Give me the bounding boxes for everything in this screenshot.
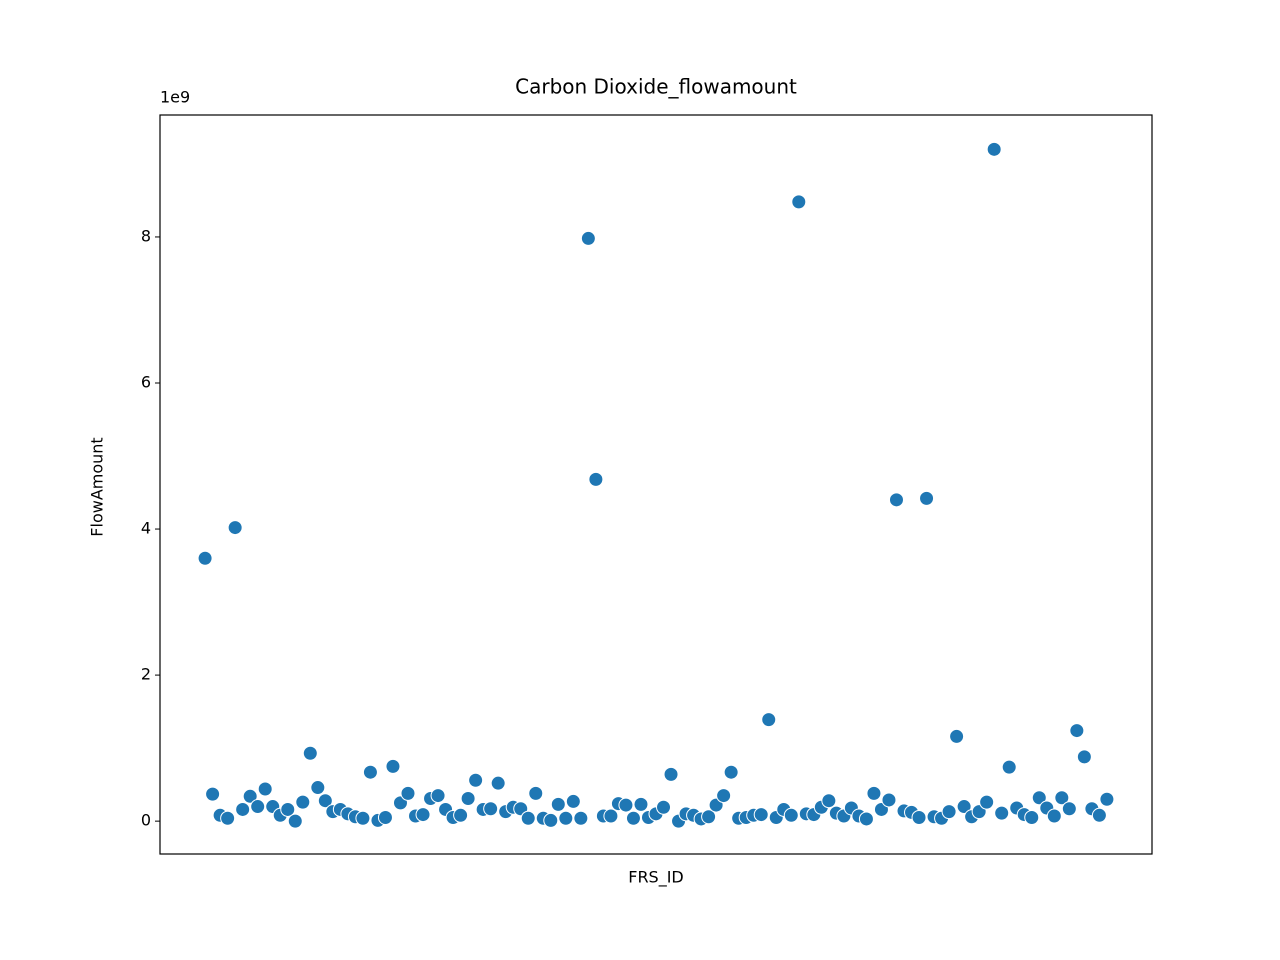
point — [242, 788, 258, 804]
point — [625, 810, 641, 826]
point — [227, 520, 243, 536]
point — [949, 728, 965, 744]
point — [1076, 749, 1092, 765]
y-tick-label: 6 — [141, 372, 151, 391]
point — [355, 810, 371, 826]
point — [1054, 790, 1070, 806]
point — [716, 788, 732, 804]
point — [603, 808, 619, 824]
point — [1069, 723, 1085, 739]
point — [197, 550, 213, 566]
point — [866, 785, 882, 801]
point — [1091, 807, 1107, 823]
point — [1001, 759, 1017, 775]
point — [633, 796, 649, 812]
point — [250, 799, 266, 815]
point — [701, 809, 717, 825]
point — [881, 792, 897, 808]
point — [317, 793, 333, 809]
point — [821, 793, 837, 809]
chart-title: Carbon Dioxide_flowamount — [515, 75, 797, 99]
point — [220, 810, 236, 826]
point — [941, 804, 957, 820]
point — [287, 813, 303, 829]
point — [205, 786, 221, 802]
point — [753, 807, 769, 823]
plot-area — [197, 141, 1115, 829]
y-tick-label: 2 — [141, 665, 151, 684]
point — [1046, 808, 1062, 824]
point — [280, 801, 296, 817]
point — [911, 809, 927, 825]
point — [377, 809, 393, 825]
point — [783, 807, 799, 823]
point — [723, 764, 739, 780]
point — [1031, 790, 1047, 806]
point — [543, 812, 559, 828]
point — [430, 788, 446, 804]
point — [956, 799, 972, 815]
point — [468, 772, 484, 788]
point — [888, 492, 904, 508]
point — [257, 781, 273, 797]
y-tick-label: 8 — [141, 226, 151, 245]
point — [919, 490, 935, 506]
point — [986, 141, 1002, 157]
point — [663, 766, 679, 782]
point — [400, 785, 416, 801]
point — [558, 810, 574, 826]
point — [453, 807, 469, 823]
axes-frame — [159, 114, 1153, 855]
point — [565, 793, 581, 809]
point — [310, 780, 326, 796]
point — [528, 785, 544, 801]
point — [656, 799, 672, 815]
point — [858, 811, 874, 827]
point — [550, 796, 566, 812]
point — [520, 810, 536, 826]
point — [302, 745, 318, 761]
point — [994, 805, 1010, 821]
point — [1024, 809, 1040, 825]
point — [580, 230, 596, 246]
point — [791, 194, 807, 210]
point — [385, 758, 401, 774]
point — [295, 794, 311, 810]
point — [490, 775, 506, 791]
point — [588, 471, 604, 487]
y-tick-label: 0 — [141, 811, 151, 830]
point — [979, 794, 995, 810]
point — [362, 764, 378, 780]
point — [235, 801, 251, 817]
x-axis-label: FRS_ID — [628, 868, 684, 888]
point — [573, 810, 589, 826]
point — [483, 801, 499, 817]
point — [618, 797, 634, 813]
y-axis-label: FlowAmount — [88, 437, 107, 536]
point — [1099, 791, 1115, 807]
y-tick-label: 4 — [141, 519, 151, 538]
y-offset-label: 1e9 — [160, 88, 190, 107]
point — [761, 712, 777, 728]
point — [1061, 801, 1077, 817]
point — [460, 791, 476, 807]
point — [415, 807, 431, 823]
